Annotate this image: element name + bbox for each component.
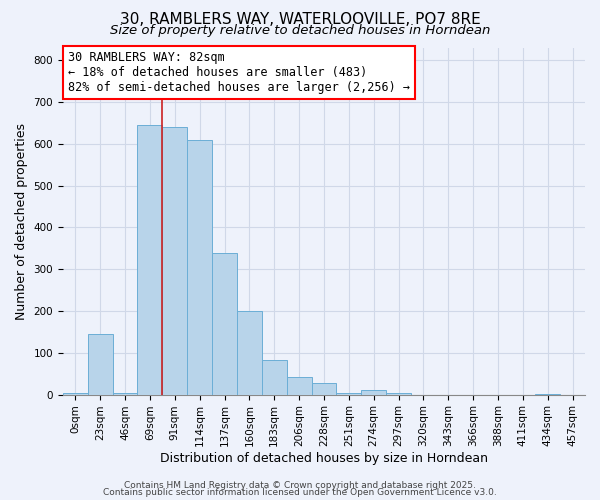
Bar	[187, 140, 212, 394]
Bar	[361, 390, 386, 394]
Text: Contains HM Land Registry data © Crown copyright and database right 2025.: Contains HM Land Registry data © Crown c…	[124, 481, 476, 490]
Text: Contains public sector information licensed under the Open Government Licence v3: Contains public sector information licen…	[103, 488, 497, 497]
X-axis label: Distribution of detached houses by size in Horndean: Distribution of detached houses by size …	[160, 452, 488, 465]
Bar	[113, 392, 137, 394]
Bar	[88, 334, 113, 394]
Bar	[63, 392, 88, 394]
Y-axis label: Number of detached properties: Number of detached properties	[15, 122, 28, 320]
Bar	[337, 392, 361, 394]
Bar	[386, 392, 411, 394]
Text: 30 RAMBLERS WAY: 82sqm
← 18% of detached houses are smaller (483)
82% of semi-de: 30 RAMBLERS WAY: 82sqm ← 18% of detached…	[68, 51, 410, 94]
Bar	[262, 360, 287, 394]
Bar	[212, 253, 237, 394]
Text: 30, RAMBLERS WAY, WATERLOOVILLE, PO7 8RE: 30, RAMBLERS WAY, WATERLOOVILLE, PO7 8RE	[119, 12, 481, 28]
Bar	[311, 384, 337, 394]
Bar	[163, 127, 187, 394]
Text: Size of property relative to detached houses in Horndean: Size of property relative to detached ho…	[110, 24, 490, 37]
Bar	[137, 125, 163, 394]
Bar	[287, 376, 311, 394]
Bar	[237, 311, 262, 394]
